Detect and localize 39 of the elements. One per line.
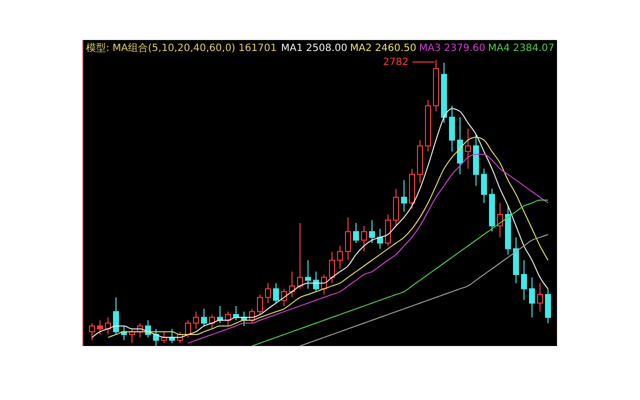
candlestick	[369, 220, 375, 244]
candlestick	[337, 245, 343, 270]
chart-title: 模型: MA组合(5,10,20,40,60,0) 161701	[86, 42, 277, 54]
candlestick	[305, 260, 311, 290]
candlestick	[97, 320, 103, 336]
candlestick	[385, 214, 391, 246]
candlestick	[193, 311, 199, 330]
candlestick	[345, 216, 351, 261]
candlestick	[545, 288, 551, 324]
candlestick	[353, 222, 359, 244]
candlestick	[481, 168, 487, 204]
candlestick	[153, 328, 159, 346]
annotation: 2782	[383, 57, 408, 68]
candlestick	[457, 116, 463, 175]
text: MA2 2460.50	[350, 43, 416, 54]
candlestick	[465, 128, 471, 170]
candlestick	[393, 188, 399, 226]
candlestick	[265, 282, 271, 304]
candlestick	[449, 105, 455, 152]
candlestick	[297, 222, 303, 290]
candlestick	[185, 320, 191, 338]
candlestick	[521, 260, 527, 301]
candlestick	[361, 225, 367, 252]
text: MA1 2508.00	[281, 43, 348, 54]
candlestick	[89, 322, 95, 341]
candlestick	[105, 316, 111, 336]
text: MA3 2379.60	[419, 43, 486, 54]
candlestick	[401, 180, 407, 212]
candlestick	[497, 202, 503, 238]
candlestick	[537, 282, 543, 312]
text: MA4 2384.07	[488, 43, 554, 54]
candlestick	[529, 276, 535, 318]
candlestick	[113, 296, 119, 336]
candlestick	[313, 271, 319, 292]
candlestick	[201, 308, 207, 326]
candlestick	[225, 311, 231, 326]
candlestick	[273, 282, 279, 304]
candlestick	[329, 251, 335, 284]
candlestick	[257, 294, 263, 316]
